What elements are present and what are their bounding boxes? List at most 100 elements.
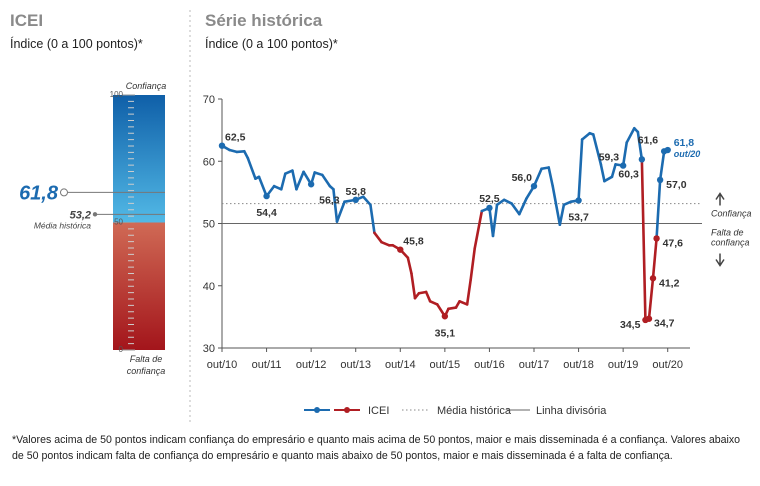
y-tick-label: 30 [203, 343, 215, 355]
data-label: 47,6 [663, 237, 684, 249]
line-segment [502, 198, 514, 205]
point [575, 197, 582, 204]
gauge-mean-marker [92, 212, 98, 217]
line-segment [495, 198, 506, 207]
x-tick-label: out/18 [563, 359, 594, 371]
line-segment [257, 175, 268, 198]
y-tick-label: 60 [203, 156, 215, 168]
data-label: 34,5 [620, 319, 641, 331]
x-tick-label: out/10 [207, 359, 238, 371]
x-tick-label: out/16 [474, 359, 505, 371]
point [441, 313, 449, 320]
line-segment [551, 184, 562, 227]
line-segment [295, 170, 305, 191]
point [649, 275, 657, 282]
line-segment [603, 175, 614, 183]
point [397, 246, 404, 253]
point [653, 235, 660, 242]
line-segment [313, 171, 324, 177]
line-segment [279, 172, 287, 191]
data-label: 34,7 [654, 318, 675, 330]
line-segment [658, 149, 666, 182]
y-tick-label: 40 [203, 281, 215, 293]
line-segment [547, 166, 555, 188]
data-label: 60,3 [618, 168, 639, 180]
point [664, 146, 671, 154]
legend-label: ICEI [368, 405, 389, 417]
no-confidence-label: Falta de confiança [711, 228, 750, 248]
legend-dot [344, 407, 350, 413]
data-label: 52,5 [479, 193, 500, 205]
data-label: 61,6 [638, 134, 659, 146]
line-segment [361, 195, 372, 207]
line-segment [636, 130, 644, 161]
gauge-top-label: Confiança [126, 81, 167, 91]
x-tick-label: out/11 [252, 359, 282, 371]
line-segment [291, 169, 298, 191]
point [645, 315, 653, 322]
data-label: 45,8 [403, 236, 424, 248]
gauge-upper [113, 95, 165, 223]
data-label: 61,8 [674, 137, 695, 149]
gauge-value-label: 61,8 [19, 182, 59, 204]
arrow-up [715, 192, 725, 206]
gauge-tick-label: 100 [110, 90, 124, 99]
line-segment [473, 209, 484, 250]
x-tick-label: out/19 [608, 359, 639, 371]
latest-period: out/20 [674, 149, 701, 159]
point [638, 156, 646, 163]
gauge-value-marker [60, 188, 68, 197]
line-segment [580, 131, 592, 141]
line-segment [469, 247, 477, 281]
legend-label: Média histórica [437, 405, 512, 417]
data-label: 57,0 [666, 179, 687, 191]
line-segment [406, 256, 413, 275]
line-segment [410, 271, 417, 300]
line-segment [647, 276, 655, 321]
x-tick-label: out/14 [385, 359, 416, 371]
point [619, 162, 627, 169]
confidence-label: Confiança [711, 209, 752, 219]
point [530, 182, 538, 190]
data-label: 59,3 [599, 152, 620, 164]
gauge-mean-name: Média histórica [34, 220, 91, 230]
y-tick-label: 70 [203, 94, 215, 106]
point [486, 204, 493, 212]
line-segment [335, 200, 346, 223]
x-tick-label: out/20 [652, 359, 683, 371]
x-tick-label: out/15 [430, 359, 461, 371]
y-tick-label: 50 [203, 219, 215, 231]
line-segment [655, 178, 662, 240]
line-segment [369, 203, 376, 235]
line-segment [599, 163, 606, 183]
point [263, 192, 270, 200]
arrow-down [715, 253, 725, 267]
point [352, 196, 359, 204]
line-segment [621, 141, 629, 167]
line-segment [640, 158, 647, 322]
gauge-mean-label: 53,2 [70, 209, 91, 221]
chart: ICEI Índice (0 a 100 pontos)* Série hist… [10, 10, 752, 425]
line-segment [517, 197, 528, 216]
line-segment [380, 240, 391, 247]
line-segment [577, 138, 584, 202]
line-segment [458, 300, 469, 306]
data-label: 53,8 [345, 186, 366, 198]
line-segment [510, 202, 521, 216]
data-label: 41,2 [659, 277, 680, 289]
gauge-tick-label: 0 [119, 345, 124, 354]
legend-dot [314, 407, 320, 413]
line-segment [591, 133, 603, 166]
data-label: 62,5 [225, 132, 246, 144]
gauge-tick-label: 50 [114, 218, 123, 227]
line-segment [332, 187, 339, 223]
data-label: 56,0 [512, 172, 533, 184]
line-segment [610, 163, 617, 179]
x-tick-label: out/13 [340, 359, 371, 371]
footnote: *Valores acima de 50 pontos indicam conf… [12, 434, 741, 462]
point [307, 181, 315, 188]
line-segment [625, 126, 636, 144]
line-segment [246, 156, 257, 180]
x-tick-label: out/17 [519, 359, 550, 371]
